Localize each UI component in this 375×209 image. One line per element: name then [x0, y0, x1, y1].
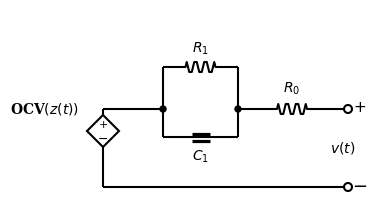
Text: $R_0$: $R_0$	[284, 81, 301, 97]
Circle shape	[235, 106, 241, 112]
Text: +: +	[98, 120, 108, 130]
Circle shape	[344, 105, 352, 113]
Text: −: −	[352, 178, 368, 196]
Text: +: +	[354, 99, 366, 115]
Text: $R_1$: $R_1$	[192, 41, 209, 57]
Text: OCV$(z(t))$: OCV$(z(t))$	[10, 101, 79, 117]
Circle shape	[160, 106, 166, 112]
Text: $v(t)$: $v(t)$	[330, 140, 356, 156]
Text: $C_1$: $C_1$	[192, 149, 209, 165]
Circle shape	[344, 183, 352, 191]
Text: −: −	[98, 133, 108, 145]
